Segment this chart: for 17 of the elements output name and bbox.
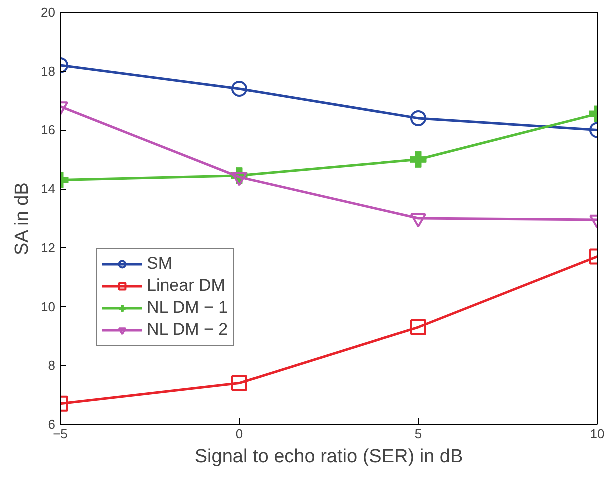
legend-label: NL DM − 1 [147, 298, 228, 318]
x-tick-label: 0 [236, 426, 244, 442]
y-tick-label: 16 [41, 122, 56, 138]
y-tick-label: 10 [41, 299, 56, 314]
legend-label: Linear DM [147, 276, 226, 296]
y-tick-label: 8 [48, 358, 56, 374]
x-tick-label: 5 [414, 426, 422, 442]
y-tick-label: 18 [41, 64, 56, 79]
y-tick-label: 20 [41, 5, 56, 20]
y-tick-label: 12 [41, 240, 56, 256]
x-axis-title: Signal to echo ratio (SER) in dB [194, 446, 464, 468]
y-tick-label: 14 [41, 182, 56, 197]
x-tick-label: 10 [590, 426, 605, 442]
legend-label: SM [147, 254, 172, 274]
legend-label: NL DM − 2 [147, 320, 228, 340]
y-axis-title: SA in dB [12, 182, 34, 256]
y-tick-label: 6 [48, 417, 56, 432]
